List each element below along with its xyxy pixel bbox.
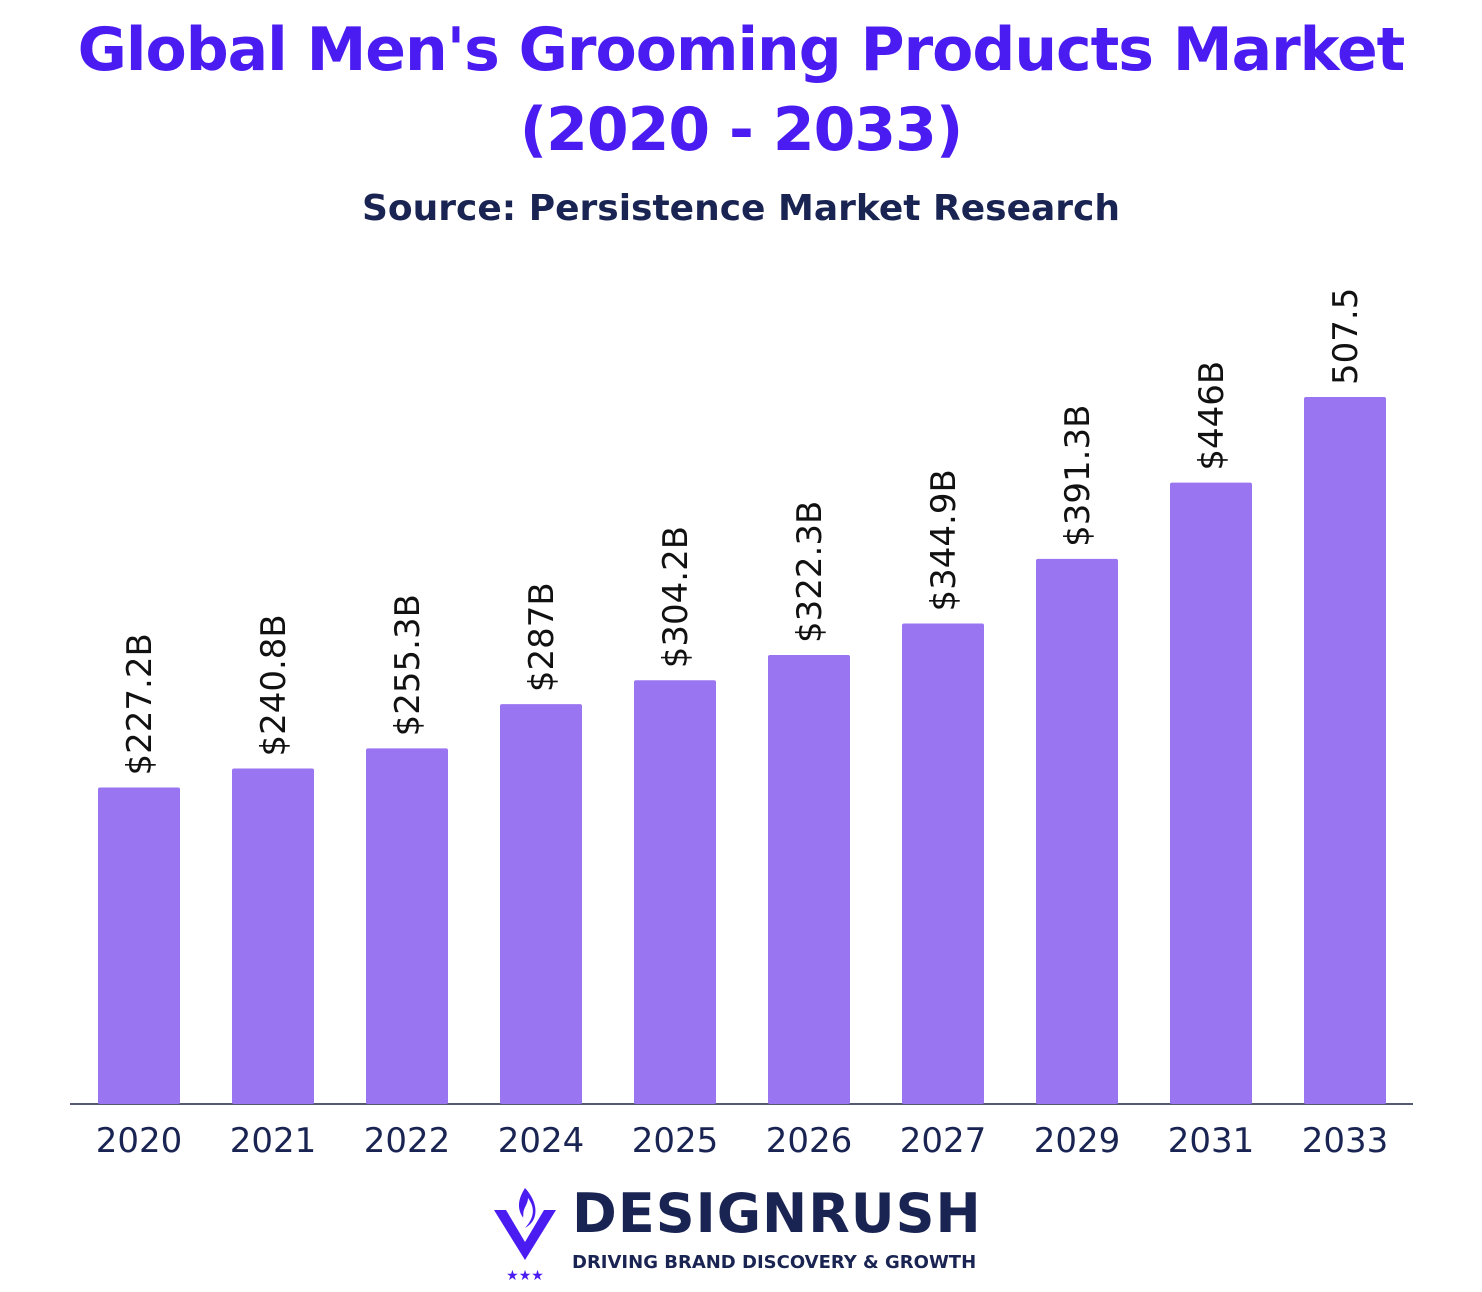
x-tick-label-2033: 2033 bbox=[1302, 1121, 1389, 1161]
chart-title-line1: Global Men's Grooming Products Market bbox=[77, 15, 1406, 85]
x-tick-label-2021: 2021 bbox=[230, 1121, 317, 1161]
chart-title-line2: (2020 - 2033) bbox=[519, 95, 964, 165]
bar-2021 bbox=[232, 768, 314, 1104]
chart-title: Global Men's Grooming Products Market (2… bbox=[0, 10, 1482, 170]
bar-2027 bbox=[902, 623, 984, 1104]
flame-v-icon: ★★★ bbox=[494, 1188, 556, 1284]
x-tick-label-2020: 2020 bbox=[96, 1121, 183, 1161]
logo-wordmark: DESIGNRUSH bbox=[572, 1182, 982, 1245]
bar-2024 bbox=[500, 704, 582, 1104]
data-label-2025: $304.2B bbox=[656, 526, 696, 668]
data-label-2027: $344.9B bbox=[924, 469, 964, 611]
data-label-2020: $227.2B bbox=[120, 633, 160, 775]
data-label-2033: 507.5 bbox=[1326, 288, 1366, 385]
designrush-logo: ★★★ DESIGNRUSH DRIVING BRAND DISCOVERY &… bbox=[492, 1180, 992, 1285]
bar-2020 bbox=[98, 787, 180, 1104]
data-label-2022: $255.3B bbox=[388, 594, 428, 736]
x-tick-label-2022: 2022 bbox=[364, 1121, 451, 1161]
x-tick-label-2026: 2026 bbox=[766, 1121, 853, 1161]
bar-2025 bbox=[634, 680, 716, 1104]
bar-2033 bbox=[1304, 397, 1386, 1104]
x-tick-label-2024: 2024 bbox=[498, 1121, 585, 1161]
rating-stars: ★★★ bbox=[506, 1268, 544, 1284]
x-tick-label-2025: 2025 bbox=[632, 1121, 719, 1161]
x-tick-label-2031: 2031 bbox=[1168, 1121, 1255, 1161]
logo-tagline: DRIVING BRAND DISCOVERY & GROWTH bbox=[572, 1252, 977, 1273]
x-tick-label-2029: 2029 bbox=[1034, 1121, 1121, 1161]
x-tick-label-2027: 2027 bbox=[900, 1121, 987, 1161]
bar-2031 bbox=[1170, 482, 1252, 1104]
bar-2026 bbox=[768, 655, 850, 1104]
data-label-2024: $287B bbox=[522, 582, 562, 692]
data-label-2031: $446B bbox=[1192, 361, 1232, 471]
data-label-2021: $240.8B bbox=[254, 614, 294, 756]
chart-subtitle: Source: Persistence Market Research bbox=[361, 188, 1121, 229]
data-label-2026: $322.3B bbox=[790, 501, 830, 643]
data-label-2029: $391.3B bbox=[1058, 405, 1098, 547]
bar-chart: $227.2B 2020 $240.8B 2021 $255.3B 2022 $287B 20… bbox=[70, 288, 1413, 1161]
bar-2029 bbox=[1036, 558, 1118, 1104]
bar-2022 bbox=[366, 748, 448, 1104]
